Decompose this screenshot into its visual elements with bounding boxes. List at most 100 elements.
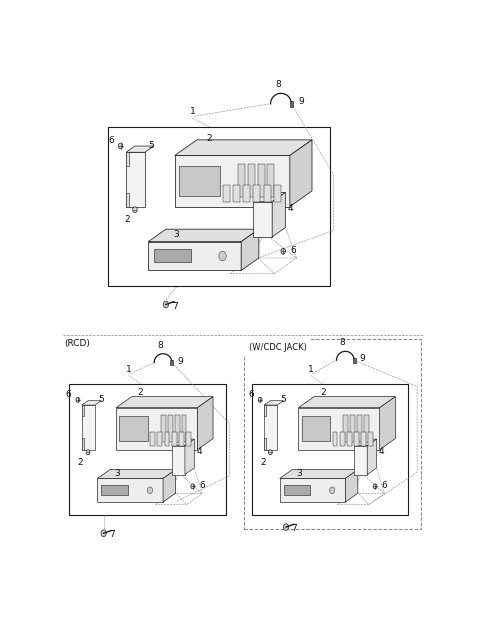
Polygon shape: [175, 140, 312, 155]
Bar: [258, 164, 264, 197]
Text: 9: 9: [298, 97, 304, 106]
Bar: [161, 415, 166, 442]
Polygon shape: [175, 155, 290, 207]
Polygon shape: [354, 439, 377, 446]
Polygon shape: [264, 405, 277, 449]
Circle shape: [281, 248, 286, 254]
Bar: [264, 184, 271, 202]
Polygon shape: [126, 146, 154, 152]
Bar: [264, 405, 266, 416]
Bar: [126, 152, 130, 166]
Text: 4: 4: [378, 447, 384, 456]
Bar: [284, 485, 310, 495]
Polygon shape: [290, 140, 312, 207]
Bar: [302, 416, 330, 441]
Bar: [82, 405, 84, 416]
Bar: [364, 415, 369, 442]
Bar: [170, 360, 173, 365]
Polygon shape: [82, 405, 95, 449]
Text: (RCD): (RCD): [64, 339, 90, 348]
Text: 3: 3: [173, 230, 179, 240]
Bar: [120, 416, 148, 441]
Bar: [248, 164, 255, 197]
Bar: [181, 415, 186, 442]
Polygon shape: [82, 400, 101, 405]
Text: 4: 4: [196, 447, 202, 456]
Text: 6: 6: [382, 481, 387, 490]
Bar: [180, 166, 220, 196]
Text: 4: 4: [288, 204, 293, 214]
Bar: [233, 184, 240, 202]
Text: 6: 6: [199, 481, 205, 490]
Text: 7: 7: [109, 530, 115, 539]
Bar: [179, 431, 184, 446]
Polygon shape: [148, 229, 259, 241]
Bar: [361, 431, 366, 446]
Circle shape: [101, 530, 106, 537]
Circle shape: [132, 207, 137, 212]
Polygon shape: [264, 400, 284, 405]
Bar: [168, 415, 173, 442]
Polygon shape: [97, 470, 176, 478]
Polygon shape: [354, 446, 367, 475]
Circle shape: [283, 524, 288, 530]
Polygon shape: [163, 470, 176, 502]
Polygon shape: [380, 397, 396, 449]
Text: 5: 5: [148, 141, 154, 150]
Bar: [340, 431, 345, 446]
Text: 7: 7: [172, 302, 178, 311]
Bar: [353, 358, 356, 363]
Polygon shape: [299, 397, 396, 408]
Text: 8: 8: [157, 340, 163, 350]
Bar: [368, 431, 373, 446]
Bar: [264, 438, 266, 449]
Bar: [354, 431, 359, 446]
Text: 9: 9: [178, 357, 183, 366]
Text: 2: 2: [138, 388, 144, 397]
Text: 1: 1: [190, 107, 195, 116]
Bar: [243, 184, 250, 202]
Polygon shape: [148, 241, 241, 271]
Polygon shape: [172, 439, 194, 446]
Polygon shape: [280, 478, 345, 502]
Circle shape: [118, 143, 123, 149]
Bar: [69, 384, 226, 515]
Text: 3: 3: [114, 469, 120, 478]
Text: 3: 3: [297, 469, 302, 478]
Polygon shape: [197, 397, 213, 449]
Circle shape: [373, 484, 377, 489]
Bar: [333, 431, 337, 446]
Text: 1: 1: [126, 365, 132, 374]
Text: 8: 8: [340, 339, 346, 347]
Bar: [101, 485, 128, 495]
Bar: [347, 431, 352, 446]
Polygon shape: [345, 470, 358, 502]
Polygon shape: [253, 202, 272, 237]
Polygon shape: [97, 478, 163, 502]
Bar: [165, 431, 169, 446]
Polygon shape: [241, 229, 259, 271]
Bar: [108, 127, 330, 287]
Bar: [186, 431, 191, 446]
Circle shape: [86, 450, 90, 455]
Polygon shape: [272, 193, 286, 237]
Text: 2: 2: [125, 215, 130, 225]
Text: 2: 2: [206, 134, 212, 142]
Text: (W/CDC JACK): (W/CDC JACK): [249, 343, 306, 352]
Text: 6: 6: [66, 390, 72, 399]
Bar: [223, 184, 230, 202]
Bar: [350, 415, 355, 442]
Circle shape: [219, 251, 226, 261]
Bar: [343, 415, 348, 442]
Bar: [238, 164, 245, 197]
Circle shape: [258, 397, 262, 402]
Bar: [172, 431, 177, 446]
Circle shape: [147, 487, 153, 493]
Bar: [175, 415, 180, 442]
Circle shape: [191, 484, 194, 489]
Polygon shape: [367, 439, 377, 475]
Circle shape: [163, 301, 168, 308]
Polygon shape: [299, 408, 380, 449]
Text: 5: 5: [280, 396, 286, 404]
Text: 5: 5: [98, 396, 104, 404]
